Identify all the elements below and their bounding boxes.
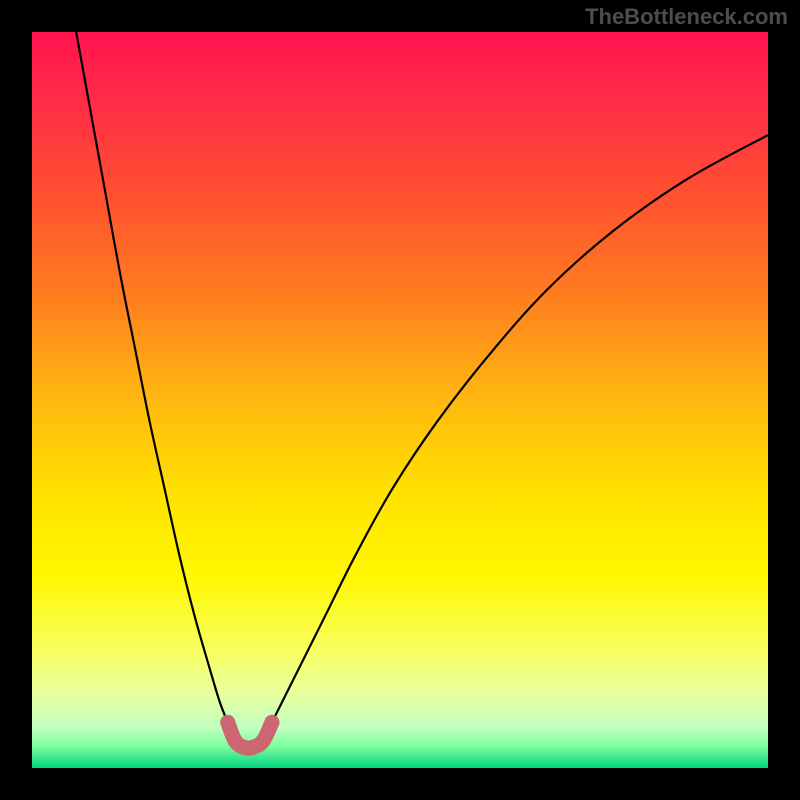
chart-overlay [32,32,768,768]
highlight-marker [256,733,271,748]
curve-left-branch [76,32,228,722]
highlight-marker [220,715,235,730]
highlight-marker [264,715,279,730]
watermark-text: TheBottleneck.com [585,4,788,30]
curve-right-branch [272,135,768,722]
plot-area [32,32,768,768]
